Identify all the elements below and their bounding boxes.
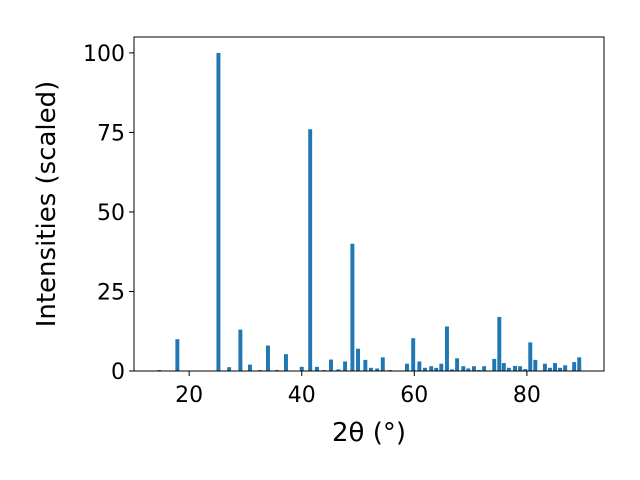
y-tick-label: 0 [111,360,125,385]
bar [461,366,466,371]
bar [369,367,373,371]
bar [577,357,582,371]
bar [175,339,180,371]
x-tick-label: 60 [400,383,428,408]
bar [375,368,380,371]
bar [439,363,444,371]
bar [501,363,506,371]
bar [417,361,422,371]
x-tick-label: 80 [513,383,541,408]
bar [528,342,533,371]
bar [572,362,577,371]
bar [238,329,243,371]
y-axis-label: Intensities (scaled) [32,81,62,328]
bar [497,316,502,371]
bar [492,358,497,371]
bar [533,359,538,371]
bar [455,358,460,371]
bar [227,367,232,371]
y-tick-label: 25 [97,280,125,305]
bar [411,338,416,371]
bar [284,354,288,371]
bar [314,366,319,371]
bar [450,369,454,371]
x-tick-label: 20 [175,383,203,408]
bar [336,369,341,371]
bar [350,243,355,371]
bar [423,367,427,371]
x-axis-label: 2θ (°) [332,418,406,448]
bar [472,366,476,371]
bar [482,366,487,371]
bar [542,363,547,371]
bar [363,359,368,371]
bar [216,52,221,372]
bar [329,359,333,371]
bar [444,326,449,371]
bar [299,366,304,371]
y-tick-label: 100 [83,42,125,67]
bar [380,357,385,371]
bar [558,367,563,371]
bar [547,367,552,371]
bar [518,366,523,371]
bar [308,129,313,371]
bar [506,367,511,371]
bar [523,369,528,371]
bar [553,363,557,371]
y-tick-label: 50 [97,201,125,226]
bar [405,363,409,371]
bar [563,365,568,371]
bar [247,364,252,371]
bar [265,345,270,371]
bar [429,366,434,371]
plot-frame [133,36,605,372]
bar [513,365,518,371]
y-tick-label: 75 [97,121,125,146]
bar [434,367,439,371]
bar [343,361,348,371]
bar [466,368,471,371]
bar [356,348,360,371]
x-tick-label: 40 [288,383,316,408]
